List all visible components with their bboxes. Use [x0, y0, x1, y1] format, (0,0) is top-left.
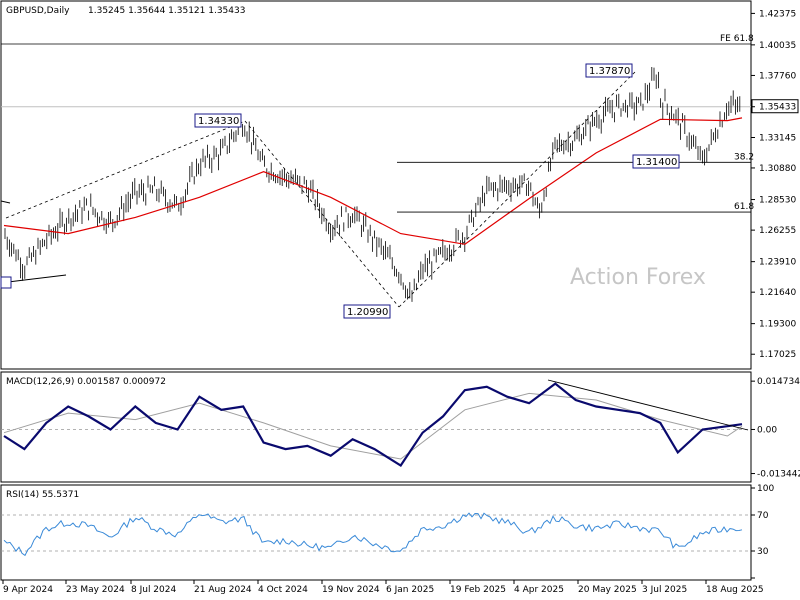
price-y-tick-label: 1.33145 [759, 133, 796, 143]
swing-price-box [632, 154, 680, 169]
macd-trend-line [547, 379, 749, 431]
swing-price-box [343, 304, 391, 319]
fe-61-8-label: FE 61.8 [720, 34, 754, 44]
rsi-panel-frame [0, 484, 752, 581]
rsi-y-tick-label: 70 [757, 511, 769, 521]
price-y-tick-label: 1.17025 [759, 350, 796, 360]
x-tick-label: 4 Apr 2025 [514, 585, 564, 595]
macd-y-tick-label: 0.014734 [757, 377, 800, 387]
swing-trend-line [244, 120, 400, 308]
fib-38-2-label: 38.2 [734, 152, 754, 162]
price-y-tick-label: 1.30880 [759, 164, 796, 174]
swing-price-box [585, 63, 633, 78]
swing-price-label: 1.31400 [636, 157, 677, 168]
swing-trend-line [398, 71, 636, 308]
price-y-tick-label: 1.42375 [759, 9, 796, 19]
macd-panel-frame [0, 371, 752, 483]
watermark: Action Forex [570, 265, 706, 290]
price-y-tick-label: 1.26255 [759, 226, 796, 236]
rsi-y-tick-label: 30 [757, 547, 769, 557]
x-tick-label: 9 Apr 2024 [3, 585, 53, 595]
x-tick-label: 23 May 2024 [66, 585, 125, 595]
edge-price-box [0, 276, 12, 289]
x-tick-label: 18 Aug 2025 [706, 585, 764, 595]
rsi-title: RSI(14) 55.5371 [6, 490, 79, 500]
price-candles [4, 67, 741, 302]
macd-title: MACD(12,26,9) 0.001587 0.000972 [6, 377, 166, 387]
x-tick-label: 8 Jul 2024 [131, 585, 176, 595]
x-tick-label: 4 Oct 2024 [258, 585, 308, 595]
support-line [7, 274, 67, 283]
swing-price-label: 1.20990 [347, 307, 388, 318]
rsi-y-tick-label: 100 [757, 484, 774, 494]
price-y-tick-label: 1.35433 [759, 103, 796, 113]
price-y-tick-label: 1.21640 [759, 288, 796, 298]
price-y-tick-label: 1.28530 [759, 196, 796, 206]
moving-average-line [3, 117, 743, 245]
swing-trend-line [5, 120, 246, 219]
swing-price-label: 1.37870 [589, 66, 630, 77]
chart-symbol: GBPUSD,Daily [6, 6, 70, 16]
price-y-tick-label: 1.37760 [759, 71, 796, 81]
macd-signal-line [3, 392, 743, 460]
x-tick-label: 20 May 2025 [578, 585, 637, 595]
price-y-tick-label: 1.40035 [759, 41, 796, 51]
edge-tick [0, 200, 11, 204]
macd-y-tick-label: 0.00 [757, 425, 777, 435]
rsi-line [3, 512, 743, 557]
swing-price-label: 1.34330 [198, 116, 239, 127]
swing-price-box [194, 113, 242, 128]
fib-61-8-label: 61.8 [734, 202, 754, 212]
macd-y-tick-label: -0.013442 [757, 470, 800, 480]
x-tick-label: 3 Jul 2025 [642, 585, 687, 595]
x-tick-label: 19 Feb 2025 [450, 585, 506, 595]
price-y-tick-label: 1.19300 [759, 320, 796, 330]
x-tick-label: 19 Nov 2024 [322, 585, 380, 595]
x-tick-label: 6 Jan 2025 [386, 585, 434, 595]
chart-ohlc: 1.35245 1.35644 1.35121 1.35433 [88, 6, 245, 16]
price-y-tick-label: 1.23910 [759, 258, 796, 268]
macd-line [3, 382, 743, 467]
x-tick-label: 21 Aug 2024 [194, 585, 252, 595]
